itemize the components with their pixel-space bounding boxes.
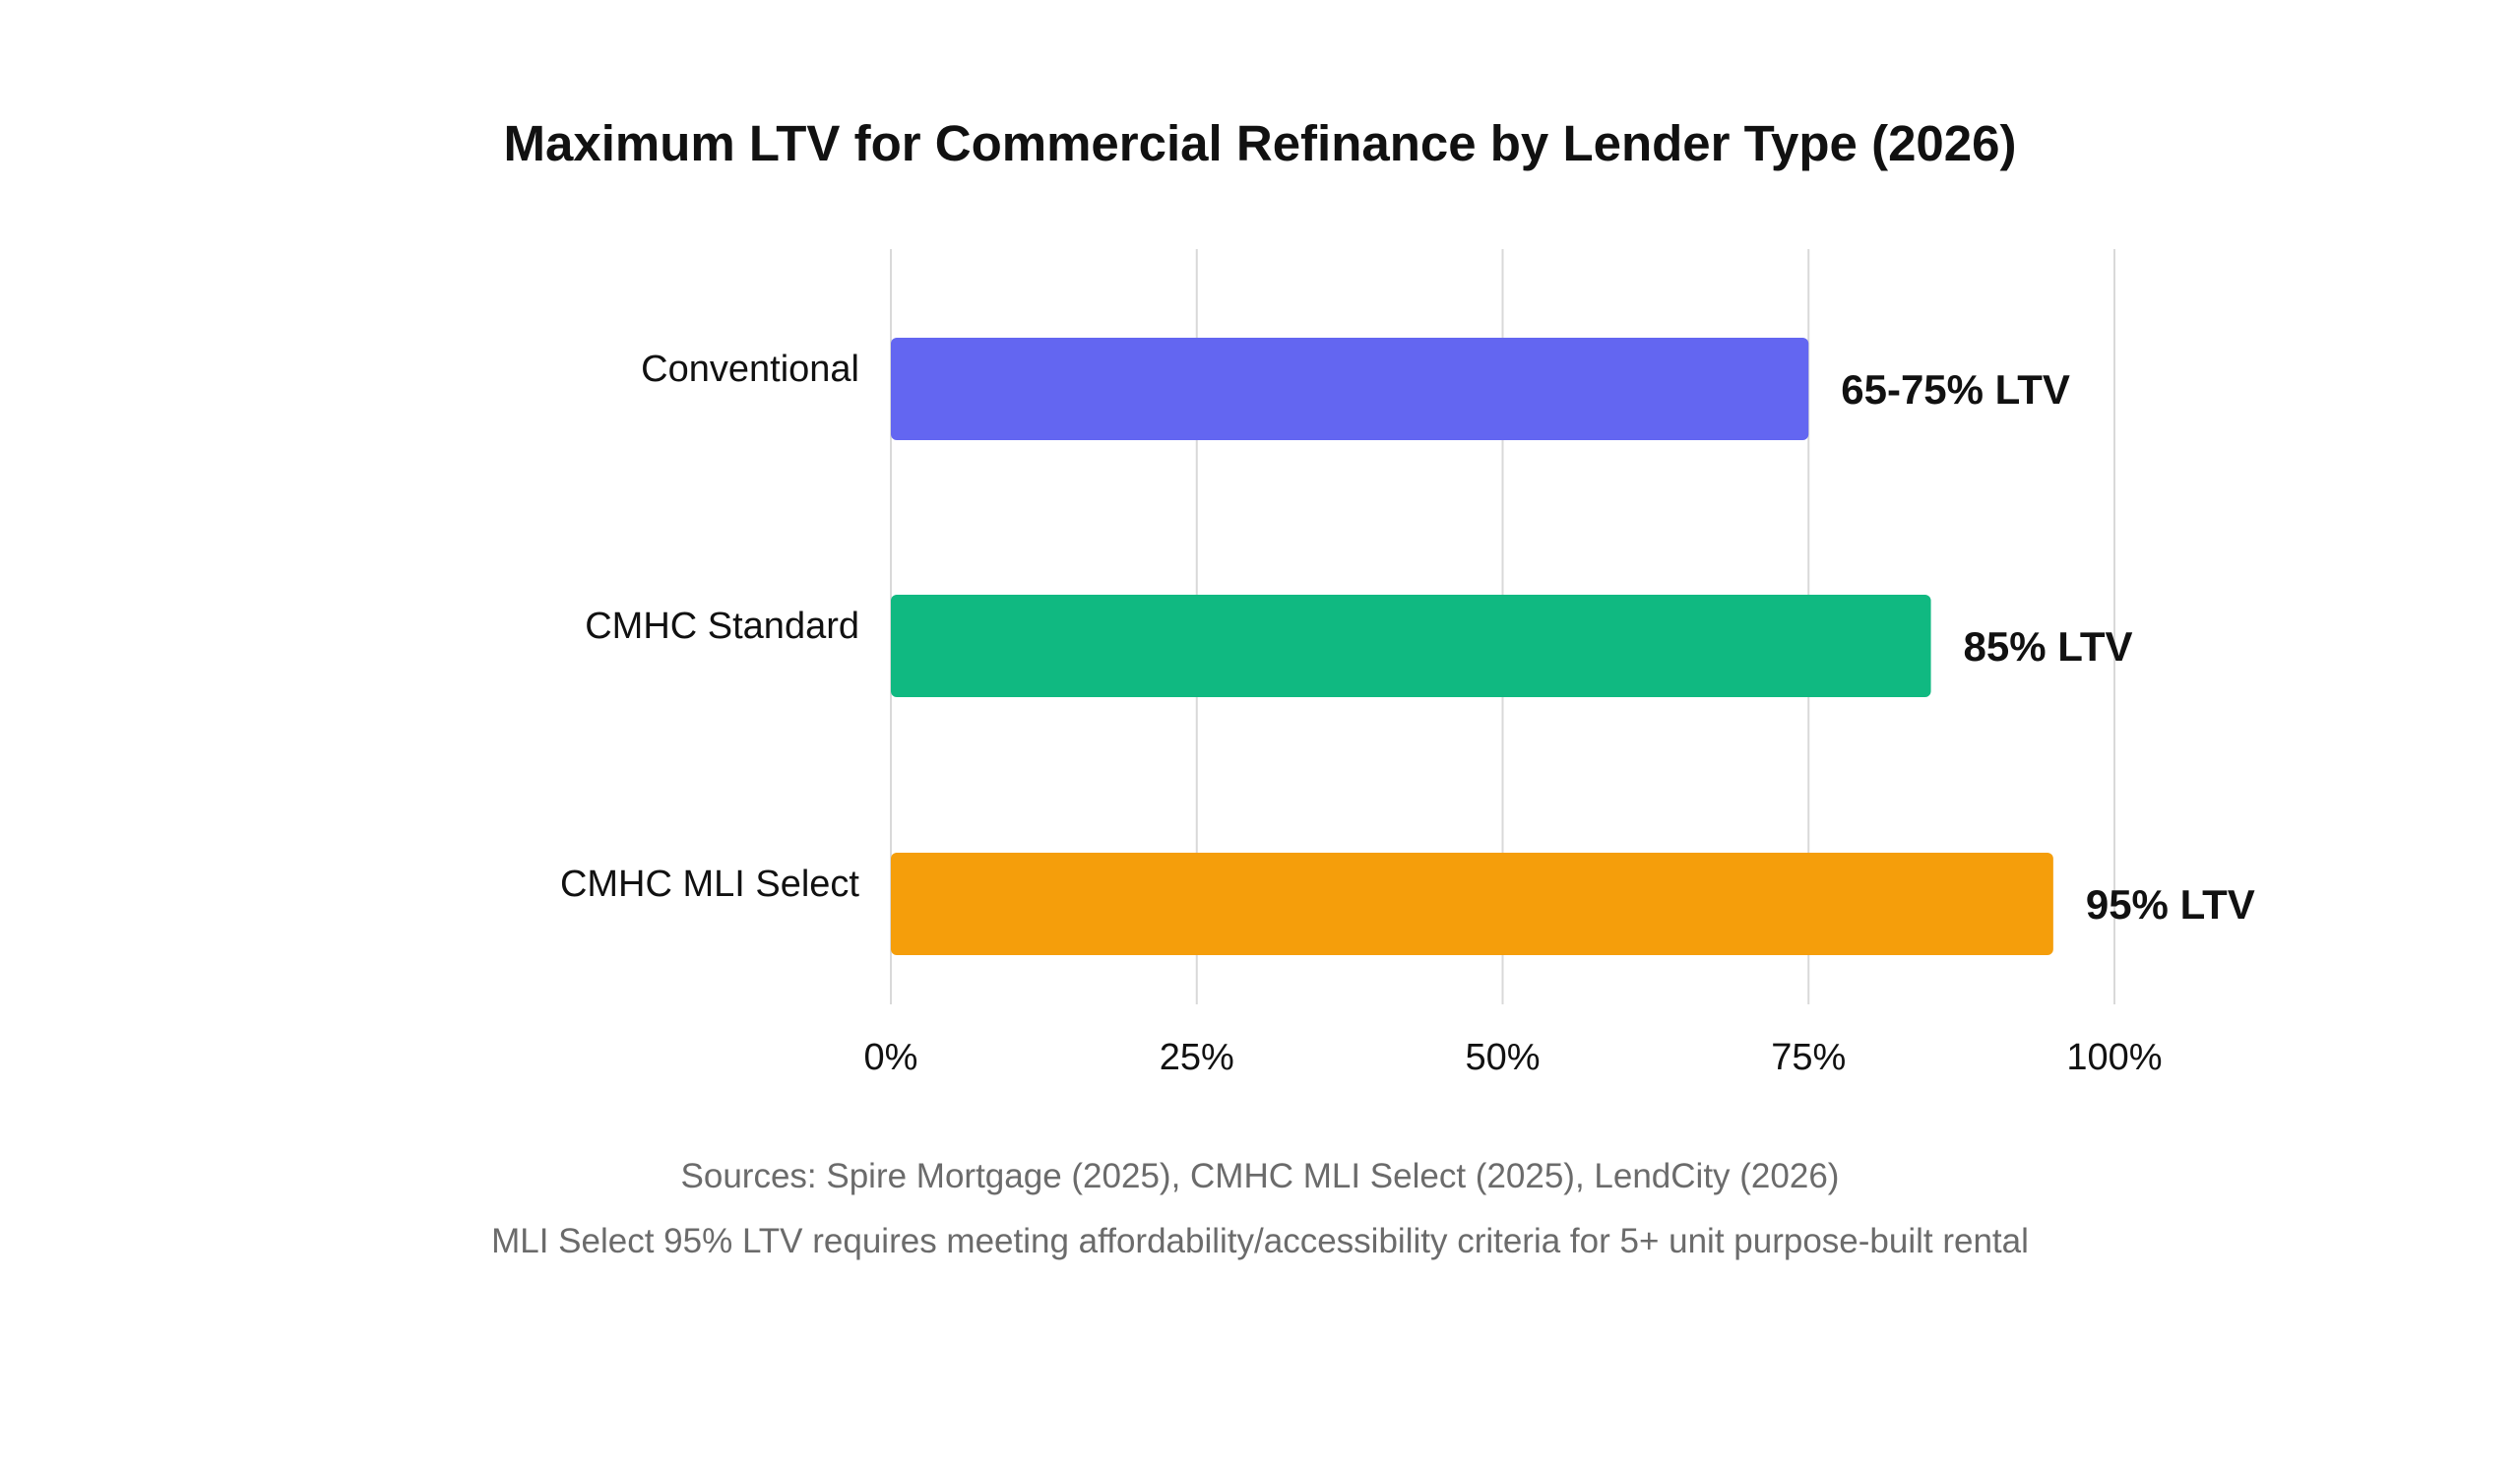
value-label: 65-75% LTV bbox=[1841, 366, 2070, 413]
x-tick-label: 50% bbox=[1465, 1037, 1540, 1078]
bar bbox=[891, 338, 1809, 440]
x-tick-label: 75% bbox=[1771, 1037, 1846, 1078]
value-labels: 65-75% LTV 85% LTV 95% LTV bbox=[1841, 366, 2255, 928]
x-tick-label: 25% bbox=[1160, 1037, 1234, 1078]
footnote-text: MLI Select 95% LTV requires meeting affo… bbox=[491, 1222, 2029, 1260]
category-label: CMHC MLI Select bbox=[560, 864, 859, 905]
x-tick-label: 100% bbox=[2066, 1037, 2162, 1078]
category-label: Conventional bbox=[641, 349, 859, 390]
value-label: 85% LTV bbox=[1964, 623, 2133, 670]
x-tick-label: 0% bbox=[864, 1037, 918, 1078]
sources-text: Sources: Spire Mortgage (2025), CMHC MLI… bbox=[681, 1157, 1840, 1195]
chart-title: Maximum LTV for Commercial Refinance by … bbox=[503, 115, 2016, 171]
category-labels: Conventional CMHC Standard CMHC MLI Select bbox=[560, 349, 859, 905]
bars bbox=[891, 338, 2053, 955]
bar bbox=[891, 853, 2053, 955]
x-axis-ticks: 0% 25% 50% 75% 100% bbox=[864, 1037, 2163, 1078]
category-label: CMHC Standard bbox=[585, 606, 859, 647]
value-label: 95% LTV bbox=[2086, 881, 2255, 928]
bar bbox=[891, 595, 1931, 697]
